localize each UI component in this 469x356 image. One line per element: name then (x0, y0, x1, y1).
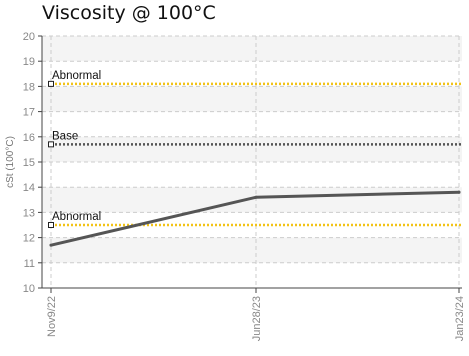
y-tick-label: 10 (23, 283, 35, 295)
x-tick-label: Nov9/22 (46, 296, 58, 337)
data-point (457, 190, 461, 194)
background-band (42, 237, 462, 263)
reference-line-label: Abnormal (52, 211, 101, 223)
y-tick-label: 18 (23, 81, 35, 93)
reference-line-label: Abnormal (52, 70, 101, 82)
y-tick-label: 14 (23, 182, 35, 194)
y-tick-label: 19 (23, 56, 35, 68)
y-tick-label: 20 (23, 31, 35, 43)
background-band (42, 136, 462, 162)
x-tick-label: Jan23/24 (454, 296, 466, 341)
background-band (42, 86, 462, 112)
reference-line-label: Base (52, 130, 78, 142)
background-band (42, 36, 462, 62)
y-tick-label: 15 (23, 157, 35, 169)
data-point (254, 195, 258, 199)
x-tick-label: Jun28/23 (251, 296, 263, 341)
reference-lines: Abnormal Base Abnormal (48, 70, 462, 228)
data-series (49, 190, 461, 247)
background-band (42, 187, 462, 213)
axis-labels: 10 11 12 13 14 15 16 17 18 19 20 Nov9/22 Jun28/23 Jan… (5, 31, 466, 341)
y-tick-label: 16 (23, 132, 35, 144)
reference-marker (48, 141, 54, 148)
reference-marker (48, 80, 54, 87)
y-tick-label: 13 (23, 207, 35, 219)
plot-background-bands (42, 36, 462, 263)
y-tick-label: 17 (23, 107, 35, 119)
data-point (49, 243, 53, 247)
y-tick-label: 11 (24, 258, 35, 270)
chart-title: Viscosity @ 100°C (42, 2, 216, 24)
reference-marker (48, 222, 54, 228)
y-tick-label: 12 (23, 233, 35, 245)
y-axis-title: cSt (100°C) (5, 136, 16, 188)
axes (38, 35, 462, 293)
